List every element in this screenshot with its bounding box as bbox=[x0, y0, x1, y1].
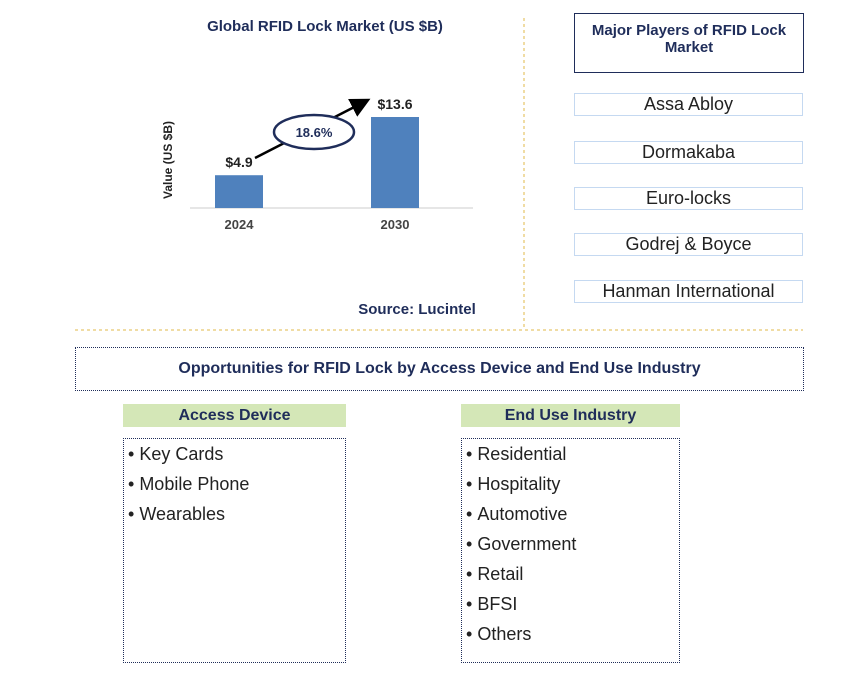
player: Hanman International bbox=[574, 280, 803, 303]
y-axis-label: Value (US $B) bbox=[161, 121, 175, 199]
value-label: $4.9 bbox=[225, 154, 252, 170]
x-tick-label: 2030 bbox=[381, 217, 410, 232]
player: Euro-locks bbox=[574, 187, 803, 210]
access-device-title: Access Device bbox=[123, 404, 346, 427]
x-tick-label: 2024 bbox=[225, 217, 255, 232]
bar bbox=[215, 175, 263, 208]
value-label: $13.6 bbox=[377, 96, 412, 112]
list-item: BFSI bbox=[466, 593, 679, 623]
source: Source: Lucintel bbox=[358, 301, 476, 318]
list-item: Mobile Phone bbox=[128, 473, 345, 503]
cagr-ellipse bbox=[272, 113, 356, 151]
list-item: Retail bbox=[466, 563, 679, 593]
list-item: Wearables bbox=[128, 503, 345, 533]
list-item: Government bbox=[466, 533, 679, 563]
chart: Global RFID Lock Market (US $B) Value (U… bbox=[75, 18, 803, 331]
player: Godrej & Boyce bbox=[574, 233, 803, 256]
bar bbox=[371, 117, 419, 208]
cagr-label: 18.6% bbox=[296, 125, 333, 140]
list-item: Hospitality bbox=[466, 473, 679, 503]
list-item: Key Cards bbox=[128, 443, 345, 473]
player: Dormakaba bbox=[574, 141, 803, 164]
access-device-list: Key CardsMobile PhoneWearables bbox=[123, 438, 346, 663]
chart-title: Global RFID Lock Market (US $B) bbox=[207, 18, 443, 35]
list-item: Automotive bbox=[466, 503, 679, 533]
players-title: Major Players of RFID Lock Market bbox=[574, 13, 804, 73]
list-item: Residential bbox=[466, 443, 679, 473]
end-use-list: ResidentialHospitalityAutomotiveGovernme… bbox=[461, 438, 680, 663]
list-item: Others bbox=[466, 623, 679, 653]
opportunities-title: Opportunities for RFID Lock by Access De… bbox=[75, 347, 804, 391]
player: Assa Abloy bbox=[574, 93, 803, 116]
end-use-title: End Use Industry bbox=[461, 404, 680, 427]
